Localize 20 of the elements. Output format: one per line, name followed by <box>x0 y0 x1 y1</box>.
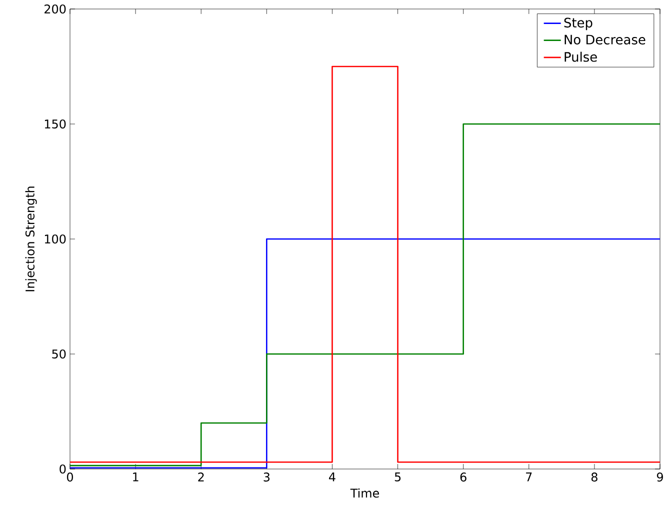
x-tick-label: 4 <box>328 472 336 482</box>
y-tick-label: 150 <box>44 119 66 129</box>
y-tick-label: 100 <box>44 234 66 244</box>
legend-label: No Decrease <box>564 34 646 44</box>
y-tick-label: 200 <box>44 4 66 14</box>
x-tick-label: 8 <box>591 472 598 482</box>
x-tick-label: 1 <box>133 472 138 482</box>
x-tick-label: 6 <box>460 472 466 482</box>
x-tick-label: 5 <box>394 472 401 482</box>
y-tick-label: 0 <box>60 464 66 474</box>
x-tick-label: 9 <box>656 472 663 482</box>
legend-label: Step <box>564 18 592 30</box>
x-tick-label: 3 <box>264 472 270 482</box>
y-tick-label: 50 <box>52 349 66 359</box>
x-tick-label: 2 <box>198 472 204 482</box>
x-tick-label: 0 <box>66 472 74 482</box>
x-axis-title: Time <box>350 488 380 498</box>
x-tick-label: 7 <box>526 472 532 482</box>
y-axis-title: Injection Strength <box>25 186 37 292</box>
legend-label: Pulse <box>564 52 597 62</box>
